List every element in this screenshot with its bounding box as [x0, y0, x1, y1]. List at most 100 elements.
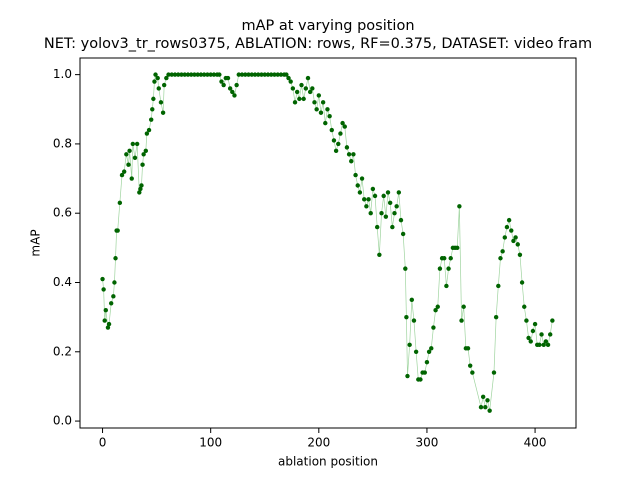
data-point [496, 283, 501, 289]
data-point [294, 89, 300, 95]
data-point [140, 162, 145, 167]
data-point [548, 332, 553, 337]
y-axis-label: mAP [29, 229, 43, 256]
data-point [117, 200, 123, 206]
data-point [403, 266, 408, 271]
data-point [115, 228, 120, 233]
data-point [511, 238, 516, 244]
data-point [396, 190, 402, 195]
data-point [411, 318, 417, 323]
y-tick-label: 0.4 [53, 275, 72, 289]
data-point [278, 72, 284, 77]
data-point [164, 75, 169, 81]
data-point [362, 197, 367, 202]
data-point [381, 193, 386, 199]
data-point [307, 89, 313, 95]
data-point [522, 304, 527, 309]
data-point [290, 86, 296, 91]
data-point [517, 252, 523, 257]
data-point [537, 342, 542, 348]
chart-subtitle: NET: yolov3_tr_rows0375, ABLATION: rows,… [44, 36, 592, 52]
data-point [246, 72, 251, 77]
y-tick-label: 1.0 [53, 67, 72, 81]
data-point [392, 211, 397, 216]
data-point [124, 152, 129, 157]
data-point [288, 79, 293, 84]
data-point [366, 197, 371, 202]
data-point [342, 124, 347, 129]
data-point [100, 276, 105, 282]
data-point [333, 148, 339, 154]
data-point [155, 75, 160, 81]
data-point [249, 72, 254, 77]
data-point [318, 110, 324, 115]
data-point [316, 93, 322, 98]
data-point [198, 72, 204, 77]
data-point [465, 346, 471, 351]
data-point [448, 256, 453, 261]
data-point [105, 325, 111, 330]
data-point [172, 72, 178, 77]
data-point [312, 100, 317, 105]
data-point [149, 117, 154, 122]
data-point [320, 100, 326, 105]
data-point [243, 72, 248, 77]
data-point [234, 82, 239, 88]
data-point [152, 79, 157, 84]
data-point [252, 72, 258, 77]
data-point [444, 283, 449, 289]
data-point [359, 176, 365, 181]
data-point [398, 217, 404, 223]
data-point [487, 408, 492, 413]
data-point [292, 100, 298, 105]
data-point [211, 72, 217, 77]
data-point [195, 72, 200, 77]
y-tick-label: 0.0 [53, 414, 72, 428]
data-point [400, 231, 406, 237]
data-point [327, 114, 332, 119]
data-point [217, 72, 222, 77]
data-point [129, 176, 134, 181]
data-point [103, 308, 108, 313]
data-point [426, 349, 432, 354]
data-point [405, 373, 410, 379]
data-point [272, 72, 277, 77]
data-point [528, 339, 533, 344]
data-point [286, 75, 291, 81]
data-point [387, 200, 393, 206]
data-point [470, 370, 475, 375]
x-tick-label: 100 [199, 436, 222, 450]
x-tick-label: 0 [99, 436, 107, 450]
data-point [139, 183, 144, 188]
data-point [545, 342, 551, 348]
data-point [106, 321, 112, 327]
data-point [138, 186, 143, 192]
data-point [372, 193, 378, 199]
x-axis-label: ablation position [278, 455, 378, 469]
data-point [459, 318, 464, 323]
data-point [153, 72, 158, 77]
data-point [108, 301, 114, 306]
data-point [435, 304, 440, 309]
data-point [349, 159, 354, 164]
data-point [385, 190, 391, 195]
data-point [305, 75, 311, 81]
data-point [221, 82, 226, 88]
data-point [383, 214, 389, 219]
chart-title: mAP at varying position [241, 18, 414, 34]
data-point [433, 308, 438, 313]
data-point [442, 256, 447, 261]
data-point [179, 72, 184, 77]
data-point [192, 72, 197, 77]
data-point [256, 72, 261, 77]
data-point [269, 72, 274, 77]
data-point [259, 72, 264, 77]
data-point [111, 294, 116, 299]
data-point [437, 266, 443, 271]
data-point [344, 145, 350, 150]
data-point [323, 120, 328, 126]
data-point [502, 235, 507, 240]
data-point [121, 169, 127, 174]
data-point [407, 342, 412, 348]
